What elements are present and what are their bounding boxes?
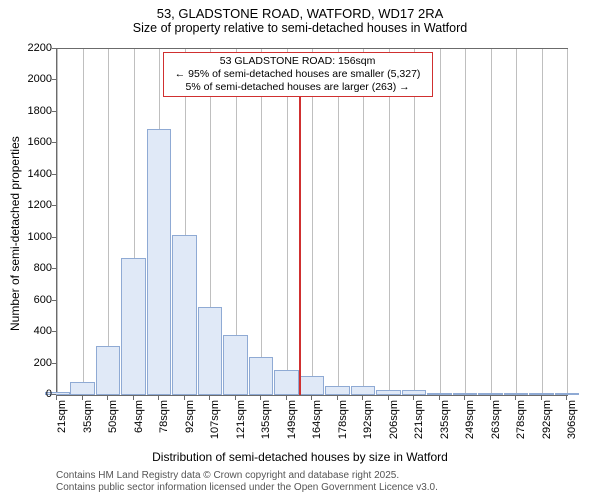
- histogram-bar: [121, 258, 146, 395]
- xtick-label: 149sqm: [286, 400, 298, 448]
- histogram-bar: [198, 307, 223, 395]
- annotation-line3: 5% of semi-detached houses are larger (2…: [168, 81, 428, 94]
- xtick-label: 35sqm: [82, 400, 94, 448]
- plot-area: [56, 48, 568, 396]
- histogram-bar: [555, 393, 580, 395]
- x-axis-label: Distribution of semi-detached houses by …: [0, 450, 600, 464]
- histogram-bar: [478, 393, 503, 395]
- xtick-label: 206sqm: [388, 400, 400, 448]
- histogram-bar: [504, 393, 529, 395]
- xtick-label: 64sqm: [133, 400, 145, 448]
- xtick-label: 278sqm: [515, 400, 527, 448]
- xtick-label: 178sqm: [337, 400, 349, 448]
- xtick-label: 50sqm: [107, 400, 119, 448]
- xtick-label: 192sqm: [362, 400, 374, 448]
- annotation-line2: ← 95% of semi-detached houses are smalle…: [168, 68, 428, 81]
- histogram-bar: [376, 390, 401, 396]
- y-axis-label: Number of semi-detached properties: [8, 136, 22, 331]
- histogram-bar: [274, 370, 299, 395]
- xtick-label: 221sqm: [413, 400, 425, 448]
- ytick-label: 200: [8, 357, 52, 369]
- annotation-line1: 53 GLADSTONE ROAD: 156sqm: [168, 55, 428, 68]
- histogram-bar: [351, 386, 376, 395]
- footer: Contains HM Land Registry data © Crown c…: [56, 470, 438, 494]
- xtick-label: 235sqm: [439, 400, 451, 448]
- xtick-label: 249sqm: [464, 400, 476, 448]
- histogram-bars: [57, 49, 567, 395]
- ytick-label: 0: [8, 388, 52, 400]
- xtick-label: 121sqm: [235, 400, 247, 448]
- histogram-bar: [402, 390, 427, 395]
- ytick-label: 2200: [8, 42, 52, 54]
- histogram-bar: [249, 357, 274, 395]
- histogram-bar: [172, 235, 197, 395]
- ytick-label: 1800: [8, 105, 52, 117]
- histogram-bar: [325, 386, 350, 395]
- histogram-bar: [96, 346, 121, 395]
- histogram-bar: [223, 335, 248, 395]
- histogram-bar: [427, 393, 452, 395]
- xtick-label: 164sqm: [311, 400, 323, 448]
- histogram-bar: [453, 393, 478, 395]
- xtick-label: 292sqm: [541, 400, 553, 448]
- marker-line: [299, 97, 301, 395]
- xtick-label: 78sqm: [158, 400, 170, 448]
- footer-line2: Contains public sector information licen…: [56, 482, 438, 494]
- annotation-box: 53 GLADSTONE ROAD: 156sqm ← 95% of semi-…: [163, 52, 433, 97]
- histogram-bar: [70, 382, 95, 395]
- main-title: 53, GLADSTONE ROAD, WATFORD, WD17 2RA: [0, 6, 600, 21]
- histogram-bar: [147, 129, 172, 395]
- sub-title: Size of property relative to semi-detach…: [0, 21, 600, 35]
- title-block: 53, GLADSTONE ROAD, WATFORD, WD17 2RA Si…: [0, 0, 600, 35]
- xtick-label: 92sqm: [184, 400, 196, 448]
- xtick-label: 306sqm: [566, 400, 578, 448]
- chart-container: 53, GLADSTONE ROAD, WATFORD, WD17 2RA Si…: [0, 0, 600, 500]
- xtick-label: 135sqm: [260, 400, 272, 448]
- histogram-bar: [529, 393, 554, 395]
- xtick-label: 263sqm: [490, 400, 502, 448]
- histogram-bar: [300, 376, 325, 395]
- xtick-label: 107sqm: [209, 400, 221, 448]
- xtick-label: 21sqm: [56, 400, 68, 448]
- footer-line1: Contains HM Land Registry data © Crown c…: [56, 470, 438, 482]
- ytick-label: 2000: [8, 73, 52, 85]
